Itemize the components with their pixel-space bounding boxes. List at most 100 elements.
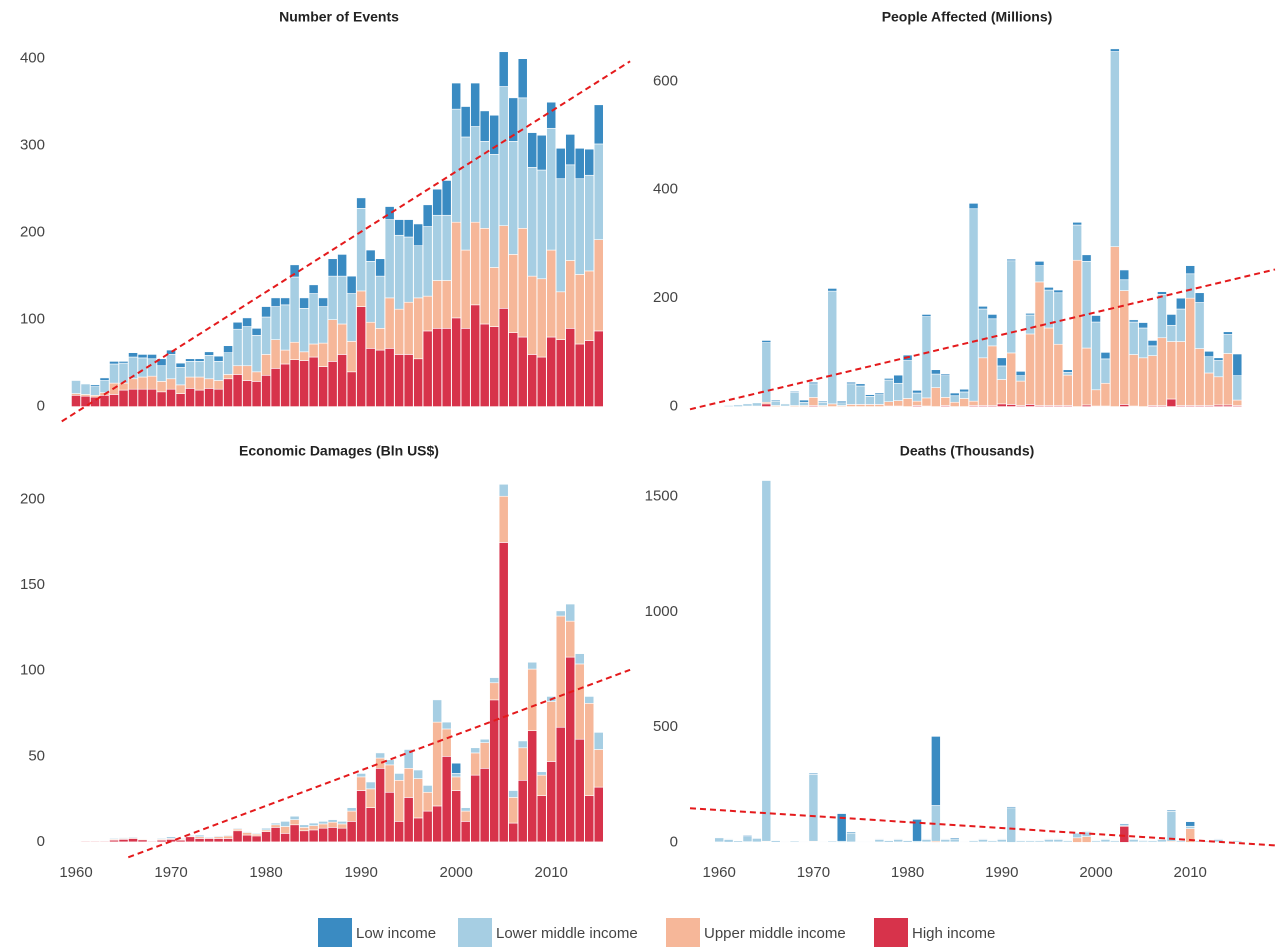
bar-segment [498, 483, 509, 497]
bar-segment [1119, 823, 1130, 826]
bar-segment [460, 136, 471, 251]
bar-segment [978, 839, 988, 843]
bar-segment [441, 728, 452, 757]
bar-segment [874, 392, 885, 395]
y-tick-label: 0 [670, 833, 678, 850]
bar-segment [242, 365, 252, 381]
bar-segment [912, 819, 922, 842]
bar-segment [565, 328, 576, 407]
bar-segment [1175, 341, 1186, 406]
panel: Economic Damages (Bln US$) 0 50 100 150 200 19… [20, 443, 631, 881]
bar-segment [1025, 314, 1035, 335]
bar-segment [865, 395, 875, 405]
bar-segment [536, 134, 547, 171]
bar-segment [949, 392, 960, 397]
bar-segment [912, 390, 922, 394]
bar-segment [836, 813, 847, 842]
bar-segment [1213, 838, 1224, 840]
y-tick-label: 0 [37, 833, 45, 850]
bar-segment [565, 164, 576, 261]
bar-segment [1185, 265, 1196, 275]
bar-segment [470, 752, 481, 776]
bar-segment [242, 380, 252, 407]
bar-segment [299, 297, 309, 309]
bar-segment [356, 207, 366, 292]
bar-segment [799, 401, 809, 406]
bar-segment [185, 388, 195, 407]
bar-segment [251, 835, 262, 843]
bar-segment [921, 838, 932, 840]
bar-segment [808, 381, 819, 385]
y-tick-label: 150 [20, 576, 45, 593]
bar-segment [213, 388, 224, 407]
bar-segment [574, 343, 585, 407]
bar-segment [574, 274, 585, 345]
bar-segment [137, 357, 148, 378]
bar-segment [356, 776, 366, 791]
bar-segment [1015, 380, 1026, 406]
bar-segment [780, 403, 790, 405]
bar-segment [517, 58, 528, 99]
bar-segment [714, 405, 725, 407]
bar-segment [921, 314, 932, 317]
bar-segment [1100, 382, 1111, 407]
bar-segment [1223, 334, 1233, 354]
bar-segment [1034, 261, 1045, 266]
bar-segment [413, 223, 424, 246]
bar-segment [460, 810, 471, 822]
y-tick-label: 400 [20, 50, 45, 67]
bar-segment [761, 342, 772, 403]
bar-segment [71, 380, 81, 394]
bar-segment [940, 373, 951, 376]
bar-segment [508, 790, 519, 798]
bar-segment [470, 774, 481, 843]
bar-segment [90, 384, 100, 387]
x-tick-label: 1960 [703, 864, 736, 881]
bar-segment [375, 757, 386, 769]
panel: Number of Events 0 100 200 300 400 [20, 9, 631, 423]
panel: Deaths (Thousands) 0 500 1000 1500 1960 1970 19… [645, 443, 1276, 881]
bar-segment [337, 821, 347, 825]
bar-segment [931, 736, 941, 806]
bar-segment [346, 371, 357, 407]
bar-segment [1166, 810, 1177, 842]
bar-segment [460, 807, 471, 812]
bar-segment [270, 827, 281, 843]
bar-segment [470, 747, 481, 754]
bar-segment [949, 395, 960, 403]
bar-segment [451, 108, 462, 223]
bar-segment [574, 663, 585, 740]
bar-segment [893, 382, 904, 401]
bar-segment [80, 383, 91, 395]
bar-segment [356, 197, 366, 209]
bar-segment [978, 357, 988, 406]
bar-segment [375, 275, 386, 329]
y-tick-label: 0 [37, 398, 45, 415]
bar-segment [413, 817, 424, 843]
bar-segment [1062, 372, 1073, 376]
bar-segment [517, 740, 528, 749]
bar-segment [527, 354, 538, 407]
bar-segment [251, 381, 262, 407]
bar-segment [403, 797, 414, 843]
bar-segment [1062, 369, 1073, 373]
bar-segment [204, 836, 214, 838]
bar-segment [1157, 337, 1167, 406]
bar-segment [251, 371, 262, 382]
bar-segment [1166, 809, 1177, 812]
bar-segment [242, 831, 252, 833]
bar-segment [175, 393, 186, 407]
bar-segment [527, 661, 538, 670]
bar-segment [346, 821, 357, 843]
y-tick-label: 200 [653, 289, 678, 306]
bar-segment [883, 379, 894, 403]
bar-segment [223, 834, 233, 837]
x-tick-label: 2000 [439, 864, 472, 881]
bar-segment [384, 219, 395, 299]
bar-segment [451, 776, 462, 791]
bar-segment [470, 82, 481, 127]
bar-segment [584, 795, 595, 843]
bar-segment [289, 341, 300, 360]
bar-segment [213, 361, 224, 381]
bar-segment [413, 358, 424, 407]
